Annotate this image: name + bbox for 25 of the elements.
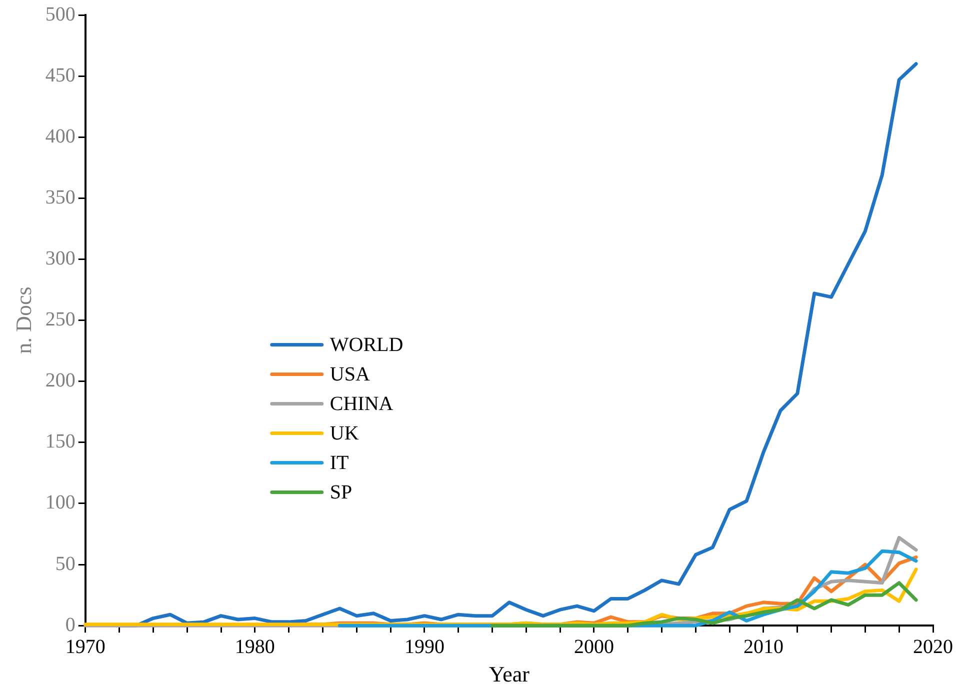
x-axis-title: Year — [488, 662, 530, 687]
legend-label: IT — [330, 452, 349, 474]
y-tick-label: 350 — [45, 186, 76, 208]
legend-label: WORLD — [330, 334, 404, 356]
y-tick-label: 50 — [55, 552, 76, 575]
y-tick-label: 250 — [45, 308, 76, 331]
x-tick-label: 1990 — [404, 636, 444, 658]
y-tick-label: 150 — [45, 430, 76, 453]
legend-label: SP — [330, 481, 352, 504]
legend-label: UK — [330, 422, 360, 444]
y-tick-label: 500 — [45, 3, 76, 26]
y-axis-title: n. Docs — [10, 286, 36, 354]
y-tick-label: 400 — [45, 125, 76, 148]
y-tick-label: 200 — [45, 370, 76, 392]
y-tick-label: 0 — [65, 614, 76, 636]
y-tick-label: 100 — [45, 492, 76, 514]
y-tick-label: 450 — [45, 64, 76, 86]
x-tick-label: 1980 — [234, 636, 275, 658]
x-tick-label: 2010 — [743, 636, 784, 658]
legend-label: CHINA — [330, 392, 394, 415]
x-tick-label: 2000 — [574, 636, 614, 658]
x-tick-label: 2020 — [913, 636, 953, 658]
legend-label: USA — [330, 363, 370, 386]
x-tick-label: 1970 — [65, 636, 106, 658]
y-tick-label: 300 — [45, 247, 76, 270]
